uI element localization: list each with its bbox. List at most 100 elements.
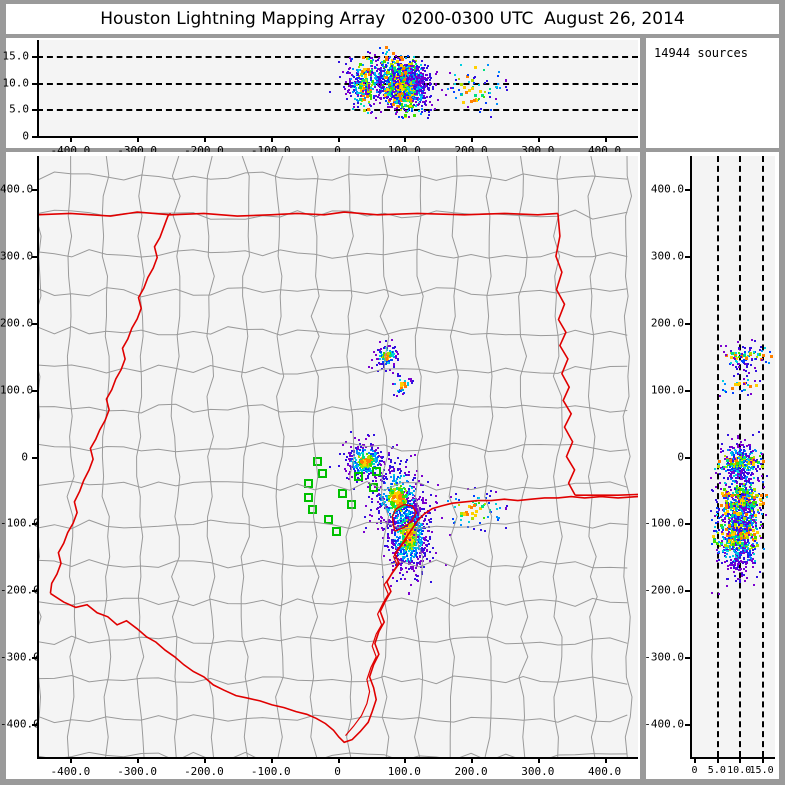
lightning-source[interactable] xyxy=(406,63,408,66)
lightning-source[interactable] xyxy=(365,94,369,98)
lightning-source[interactable] xyxy=(404,460,407,463)
lightning-source[interactable] xyxy=(416,538,419,541)
lightning-source[interactable] xyxy=(423,541,426,544)
lightning-source[interactable] xyxy=(368,91,372,95)
lightning-source[interactable] xyxy=(362,78,366,82)
lightning-source[interactable] xyxy=(477,83,480,86)
lightning-source[interactable] xyxy=(368,103,371,106)
lightning-source[interactable] xyxy=(398,97,402,101)
lightning-source[interactable] xyxy=(411,507,414,510)
lightning-source[interactable] xyxy=(425,501,428,504)
lightning-source[interactable] xyxy=(404,545,407,548)
lightning-source[interactable] xyxy=(358,86,362,90)
lightning-source[interactable] xyxy=(478,111,481,114)
lightning-source[interactable] xyxy=(362,98,366,102)
lightning-source[interactable] xyxy=(426,117,429,120)
lightning-source[interactable] xyxy=(415,575,418,578)
lightning-source[interactable] xyxy=(404,535,408,539)
lightning-source[interactable] xyxy=(399,553,402,556)
lightning-source[interactable] xyxy=(409,523,413,527)
lightning-source[interactable] xyxy=(424,518,427,520)
lightning-source[interactable] xyxy=(424,546,427,549)
lightning-source[interactable] xyxy=(390,96,393,99)
lightning-source[interactable] xyxy=(389,97,392,100)
lightning-source[interactable] xyxy=(401,58,405,62)
lightning-source[interactable] xyxy=(394,68,397,72)
lightning-source[interactable] xyxy=(414,79,417,82)
lightning-source[interactable] xyxy=(431,546,434,549)
lightning-source[interactable] xyxy=(400,529,403,532)
lightning-source[interactable] xyxy=(473,65,477,69)
lightning-source[interactable] xyxy=(383,506,386,509)
lightning-source[interactable] xyxy=(465,75,469,79)
lightning-source[interactable] xyxy=(418,537,421,540)
lightning-source[interactable] xyxy=(398,116,401,119)
lightning-source[interactable] xyxy=(414,67,417,70)
lightning-source[interactable] xyxy=(426,550,429,553)
lightning-source[interactable] xyxy=(471,86,475,90)
lightning-source[interactable] xyxy=(480,107,483,110)
lightning-source[interactable] xyxy=(382,52,384,54)
lightning-source[interactable] xyxy=(383,70,386,73)
lightning-source[interactable] xyxy=(402,107,405,110)
lightning-source[interactable] xyxy=(399,571,401,574)
lightning-source[interactable] xyxy=(407,539,411,543)
lightning-source[interactable] xyxy=(470,99,474,103)
lightning-source[interactable] xyxy=(392,560,395,563)
lightning-source[interactable] xyxy=(428,505,431,508)
lightning-source[interactable] xyxy=(420,78,422,80)
top-x-tick[interactable] xyxy=(337,136,340,142)
lightning-source[interactable] xyxy=(421,500,424,503)
lightning-source[interactable] xyxy=(350,84,353,87)
lightning-source[interactable] xyxy=(418,98,421,101)
lightning-source[interactable] xyxy=(387,68,390,71)
lightning-source[interactable] xyxy=(370,104,373,107)
lightning-source[interactable] xyxy=(370,65,373,68)
lightning-source[interactable] xyxy=(407,592,410,595)
lightning-source[interactable] xyxy=(386,61,389,64)
lightning-source[interactable] xyxy=(410,568,413,571)
lightning-source[interactable] xyxy=(418,89,421,92)
lightning-source[interactable] xyxy=(398,93,401,96)
lightning-source[interactable] xyxy=(417,103,420,106)
lightning-source[interactable] xyxy=(415,550,418,553)
lightning-source[interactable] xyxy=(429,517,432,520)
lightning-source[interactable] xyxy=(473,81,476,84)
lightning-source[interactable] xyxy=(352,85,355,88)
lightning-source[interactable] xyxy=(411,541,415,545)
lightning-source[interactable] xyxy=(391,547,394,550)
main-y-tick[interactable] xyxy=(32,656,39,659)
lightning-source[interactable] xyxy=(409,81,413,85)
lightning-source[interactable] xyxy=(482,68,485,71)
top-y-tick[interactable] xyxy=(32,136,39,138)
lightning-source[interactable] xyxy=(389,520,392,523)
lightning-source[interactable] xyxy=(421,111,423,114)
lightning-source[interactable] xyxy=(408,93,411,96)
lightning-source[interactable] xyxy=(425,95,428,98)
lightning-source[interactable] xyxy=(394,74,397,77)
lightning-source[interactable] xyxy=(378,84,381,87)
lightning-source[interactable] xyxy=(372,95,375,97)
lightning-source[interactable] xyxy=(400,532,403,535)
lightning-source[interactable] xyxy=(422,94,425,97)
lightning-source[interactable] xyxy=(417,65,420,68)
lightning-source[interactable] xyxy=(407,528,411,532)
lightning-source[interactable] xyxy=(413,77,416,80)
lightning-source[interactable] xyxy=(356,84,359,87)
lightning-source[interactable] xyxy=(420,72,422,75)
lightning-source[interactable] xyxy=(415,91,418,94)
lightning-source[interactable] xyxy=(388,57,391,60)
lightning-source[interactable] xyxy=(418,495,421,498)
lightning-source[interactable] xyxy=(428,95,431,98)
lightning-source[interactable] xyxy=(420,59,423,62)
lightning-source[interactable] xyxy=(398,552,400,555)
lightning-source[interactable] xyxy=(354,88,357,91)
lightning-source[interactable] xyxy=(388,85,391,88)
top-gridline[interactable] xyxy=(37,82,638,85)
main-x-tick[interactable] xyxy=(70,757,73,763)
lightning-source[interactable] xyxy=(396,522,399,525)
lightning-source[interactable] xyxy=(398,511,401,514)
lightning-source[interactable] xyxy=(386,105,389,108)
lightning-source[interactable] xyxy=(372,102,375,105)
lightning-source[interactable] xyxy=(388,558,391,561)
